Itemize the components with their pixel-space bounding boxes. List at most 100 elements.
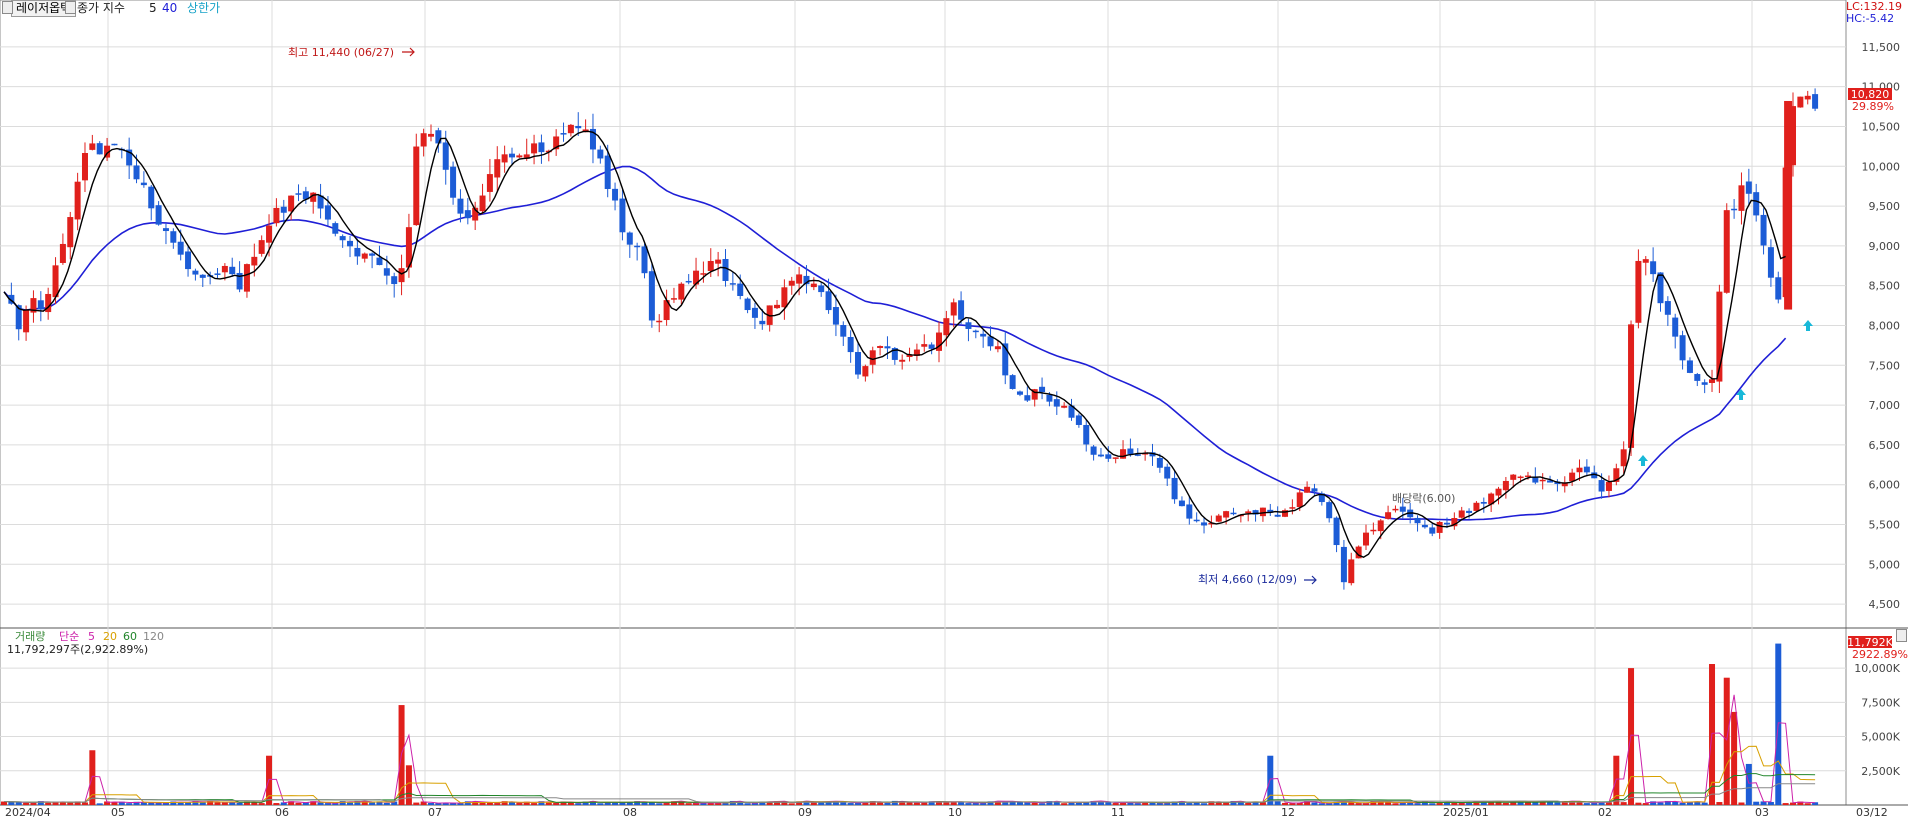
- volume-bar: [774, 801, 781, 805]
- volume-bar: [140, 802, 147, 805]
- volume-bar: [1517, 801, 1524, 805]
- candle-body: [1443, 522, 1450, 525]
- candle-body: [685, 280, 692, 283]
- volume-bar: [877, 802, 884, 805]
- limit-up-icon: [1638, 455, 1648, 466]
- candle-body: [1392, 508, 1399, 511]
- volume-bar: [899, 801, 906, 805]
- volume-bar: [950, 801, 957, 805]
- volume-bar: [1421, 801, 1428, 805]
- candle-body: [1289, 507, 1296, 509]
- volume-bar: [1635, 802, 1642, 805]
- candle-body: [906, 354, 913, 358]
- volume-panel-toggle-button[interactable]: [1896, 629, 1907, 642]
- candle-body: [1318, 493, 1325, 503]
- candle-body: [45, 293, 52, 313]
- volume-bar: [1120, 802, 1127, 805]
- candle-body: [494, 159, 501, 178]
- volume-bar: [781, 801, 788, 805]
- volume-bar: [1738, 802, 1745, 805]
- candle-body: [1039, 386, 1046, 393]
- candle-body: [229, 266, 236, 275]
- volume-bar: [1598, 802, 1605, 805]
- candle-body: [604, 155, 611, 190]
- x-tick-label: 07: [428, 806, 442, 819]
- candle-body: [1134, 454, 1141, 456]
- volume-bar: [1105, 802, 1112, 805]
- x-tick-label: 10: [948, 806, 962, 819]
- volume-bar: [840, 801, 847, 805]
- stock-name[interactable]: 레이저옵텍: [11, 0, 77, 17]
- volume-bar: [1, 801, 7, 805]
- candle-body: [656, 320, 663, 323]
- volume-bar: [1443, 802, 1450, 805]
- volume-tag-box: [1848, 636, 1892, 648]
- price-tick-label: 10,500: [1862, 120, 1901, 133]
- volume-bar: [1068, 801, 1075, 805]
- candle-body: [508, 153, 515, 158]
- candle-body: [1259, 507, 1266, 517]
- candle-body: [1399, 506, 1406, 512]
- candle-body: [1642, 259, 1649, 263]
- volume-bar: [1473, 801, 1480, 805]
- volume-bar: [531, 803, 538, 805]
- volume-bar: [1363, 803, 1369, 805]
- volume-tick-label: 5,000K: [1861, 731, 1900, 744]
- volume-bar: [354, 800, 361, 805]
- candle-body: [715, 259, 722, 264]
- candle-body: [928, 344, 935, 349]
- volume-bar: [1016, 802, 1023, 805]
- volume-bar: [288, 801, 295, 805]
- candle-body: [700, 273, 707, 275]
- price-pct: 29.89%: [1852, 100, 1894, 113]
- candle-body: [1784, 100, 1793, 310]
- volume-bar: [1134, 803, 1141, 805]
- volume-bar: [192, 801, 199, 805]
- candle-body: [133, 165, 140, 180]
- candle-body: [1620, 449, 1627, 467]
- volume-bar: [1289, 803, 1296, 805]
- volume-bar: [1348, 802, 1355, 805]
- candle-body: [1363, 532, 1369, 546]
- volume-bar: [1723, 677, 1730, 805]
- volume-bar: [494, 803, 501, 805]
- volume-ma-label: 단순: [59, 630, 80, 643]
- volume-bar: [1767, 801, 1774, 805]
- candle-body: [310, 192, 317, 202]
- candle-body: [1502, 480, 1509, 491]
- indicator-toggle-button[interactable]: [65, 1, 76, 14]
- volume-bar: [744, 803, 751, 805]
- candle-body: [1664, 301, 1671, 315]
- candle-body: [1193, 519, 1200, 522]
- limit-up-icon: [1736, 389, 1746, 400]
- candle-body: [950, 302, 957, 316]
- volume-bar: [1318, 803, 1325, 805]
- candle-body: [1061, 405, 1068, 408]
- volume-bar: [707, 803, 714, 805]
- volume-bar: [796, 801, 803, 805]
- volume-bar: [693, 802, 700, 805]
- volume-bar: [1591, 802, 1598, 805]
- candle-body: [1348, 559, 1355, 584]
- volume-bar: [1274, 801, 1281, 805]
- volume-bar: [1605, 802, 1612, 805]
- panel-toggle-button[interactable]: [2, 1, 13, 14]
- candle-body: [781, 287, 788, 308]
- volume-bar: [1576, 800, 1583, 805]
- volume-bar: [1230, 800, 1237, 805]
- volume-bar: [700, 803, 707, 805]
- volume-bar: [1164, 802, 1171, 805]
- candle-body: [1583, 466, 1590, 473]
- price-tag: 10,820: [1851, 88, 1890, 101]
- lc-value: LC:132.19: [1846, 0, 1903, 13]
- price-tick-label: 4,500: [1869, 598, 1901, 611]
- candle-body: [1458, 510, 1465, 518]
- candle-body: [575, 125, 582, 129]
- candle-body: [825, 291, 832, 311]
- volume-bar: [1399, 802, 1406, 805]
- price-tick-label: 8,500: [1869, 280, 1901, 293]
- candle-body: [1738, 185, 1745, 211]
- candle-body: [788, 280, 795, 286]
- candle-body: [1097, 454, 1104, 457]
- volume-bar: [1201, 803, 1208, 805]
